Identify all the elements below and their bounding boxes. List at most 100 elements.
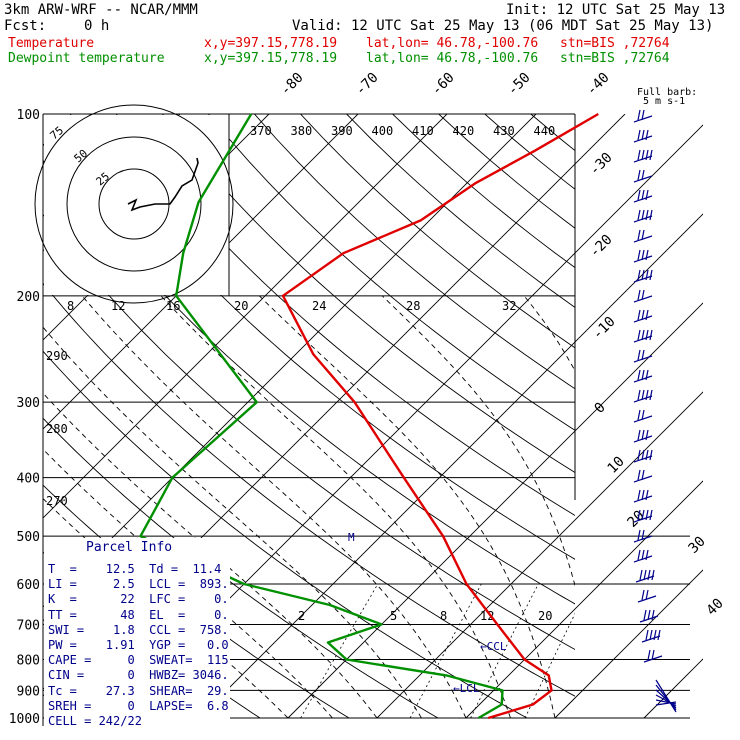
mixing-ratio-label: 2 (298, 609, 305, 623)
wind-barb-flag (641, 209, 645, 221)
wind-barb-flag (649, 389, 653, 401)
hodograph-ring (66, 136, 202, 272)
wind-barb (633, 169, 653, 183)
wind-barb (641, 629, 661, 643)
parcel-info-row: CELL = 242/22 (48, 714, 142, 728)
wind-barb-flag (641, 249, 645, 261)
wind-barb (633, 349, 653, 363)
wind-barb (633, 189, 653, 203)
parcel-info-row: SWI = 1.8 CCL = 758. (48, 622, 229, 637)
wind-barb-shaft (633, 135, 653, 143)
wind-barb-flag (645, 269, 649, 281)
dry-adiabat (208, 114, 575, 431)
mixing-ratio-top-label: 8 (67, 299, 74, 313)
dry-adiabat (43, 282, 575, 697)
mixing-ratio-line (597, 584, 657, 718)
isotherm-label: -40 (584, 70, 613, 99)
moist-adiabat (160, 295, 511, 719)
pressure-label: 500 (17, 530, 40, 545)
wind-barb-flag (649, 149, 653, 161)
wind-barb-flag (645, 129, 649, 141)
wind-barb-flag (643, 569, 647, 581)
mixing-ratio-top-label: 20 (234, 299, 248, 313)
wind-barb-flag (637, 409, 641, 421)
pressure-label: 800 (17, 653, 40, 668)
wind-barb-flag (641, 149, 645, 161)
mixing-ratio-top-label: 28 (406, 299, 420, 313)
parcel-info-row: K = 22 LFC = 0. (48, 592, 229, 607)
isotherm-label: 10 (605, 454, 628, 477)
wind-barb (633, 129, 653, 143)
wind-barb-flag (637, 429, 641, 441)
isotherm-line (554, 569, 703, 719)
wind-barb-shaft (633, 395, 653, 403)
wind-barb-shaft (633, 475, 653, 483)
temperature-station: stn=BIS ,72764 (560, 36, 670, 51)
theta-label: 410 (412, 124, 434, 138)
wind-barb-flag (637, 109, 641, 121)
moist-adiabat (43, 392, 378, 719)
wind-barb-shaft (633, 535, 653, 543)
pressure-label: 400 (17, 472, 40, 487)
wind-barb-flag (645, 249, 649, 261)
wind-barb-flag (637, 449, 641, 461)
barb-legend-title: Full barb: (637, 87, 697, 98)
wind-barb-flag (649, 269, 653, 281)
isotherm-label: -30 (587, 150, 616, 179)
dry-adiabat (43, 213, 575, 651)
wind-barb (633, 549, 653, 563)
wind-barb (633, 309, 653, 323)
wind-barb (633, 209, 653, 223)
hodograph-ring (34, 104, 234, 304)
wind-barb (633, 529, 653, 543)
mixing-ratio-top-label: 24 (312, 299, 326, 313)
wind-barb-flag (637, 369, 641, 381)
isotherm-label: 0 (592, 400, 609, 417)
dewpoint-xy: x,y=397.15,778.19 (204, 51, 338, 66)
theta-label: 430 (493, 124, 515, 138)
parcel-info-row: T = 12.5 Td = 11.4 (48, 562, 222, 576)
wind-barb-flag (637, 549, 641, 561)
isotherm-line (0, 114, 2, 718)
wind-barb (633, 429, 653, 443)
wind-barb-shaft (633, 255, 653, 263)
mixing-ratio-top-label: 16 (166, 299, 180, 313)
theta-label: 420 (453, 124, 475, 138)
dry-adiabat (43, 142, 575, 605)
barb-legend-units: 5 m s-1 (643, 96, 685, 107)
dewpoint-legend: Dewpoint temperature (8, 51, 165, 66)
wind-barb-flag (641, 349, 645, 361)
wind-barb-flag (641, 229, 645, 241)
wind-barb-flag (641, 449, 645, 461)
wind-barb-flag (657, 629, 661, 641)
parcel-info-row: CIN = 0 HWBZ= 3046. (48, 668, 229, 683)
parcel-info-panel (44, 538, 230, 728)
wind-barb-flag (651, 569, 655, 581)
dry-adiabat (69, 114, 575, 560)
wind-barb-flag (649, 329, 653, 341)
wind-barb-flag (645, 629, 649, 641)
wind-barb-flag (645, 189, 649, 201)
wind-barb-shaft (633, 195, 653, 203)
wind-barb-shaft (633, 115, 653, 123)
wind-barb-flag (637, 349, 641, 361)
pressure-label: 900 (17, 684, 40, 699)
wind-barb-flag (637, 329, 641, 341)
isotherm-line (643, 658, 703, 719)
wind-barb-shaft (633, 155, 653, 163)
wind-barb-flag (637, 289, 641, 301)
moist-adiabat (258, 295, 556, 719)
dewpoint-profile (139, 113, 504, 720)
wind-barb (635, 569, 655, 583)
wind-barb-shaft (637, 595, 657, 603)
wind-barb-flag (647, 649, 651, 661)
wind-barb (633, 369, 653, 383)
wind-barb-shaft (633, 435, 653, 443)
wind-barb-shaft (639, 615, 659, 623)
forecast-hour: 0 h (84, 18, 110, 34)
isotherm-line (43, 114, 448, 519)
wind-barb-shaft (633, 415, 653, 423)
wind-barb-flag (641, 489, 645, 501)
wind-barb-flag (637, 269, 641, 281)
